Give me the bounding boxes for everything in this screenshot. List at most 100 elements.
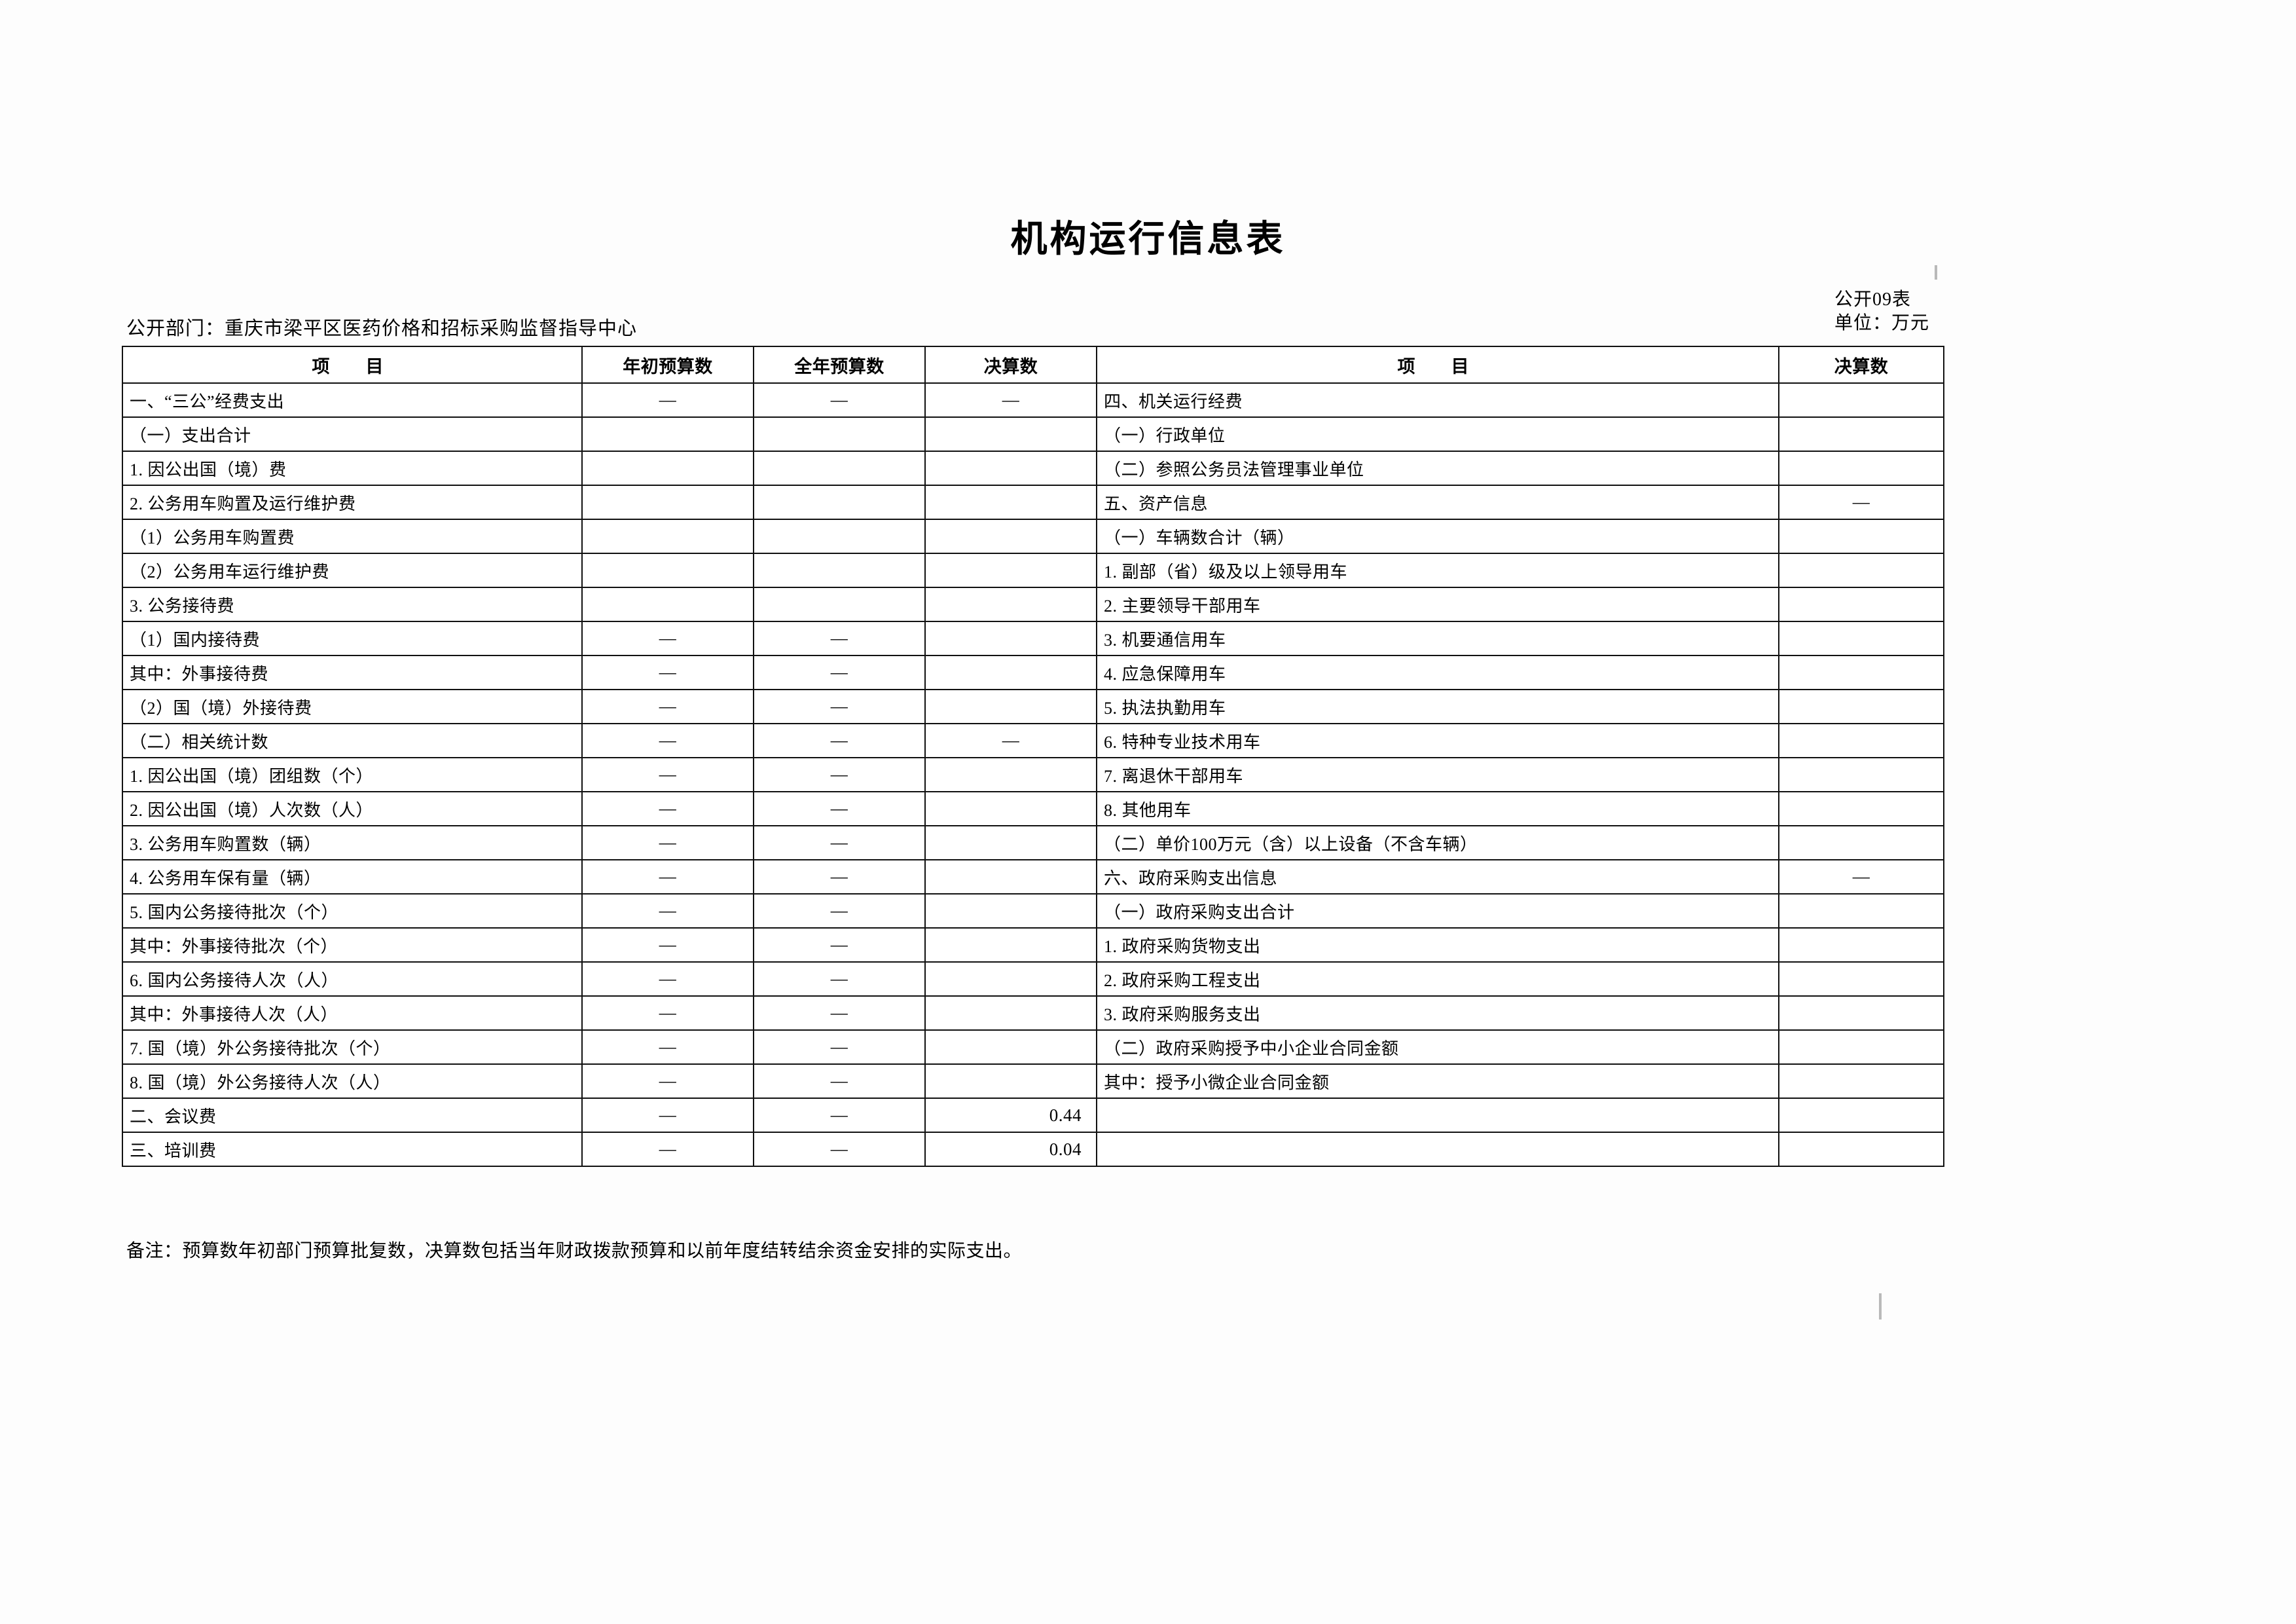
- header-final-account: 决算数: [924, 346, 1097, 384]
- left-year-value: —: [753, 621, 926, 656]
- right-final-value: —: [1778, 485, 1944, 520]
- table-row: （1）公务用车购置费 （一）车辆数合计（辆）: [122, 519, 1944, 554]
- left-year-value: —: [753, 1063, 926, 1099]
- table-head: 项 目 年初预算数 全年预算数 决算数 项 目 决算数: [122, 346, 1944, 384]
- left-item-label: （2）国（境）外接待费: [122, 689, 583, 724]
- table-row: 8. 国（境）外公务接待人次（人） — — 其中：授予小微企业合同金额: [122, 1063, 1944, 1099]
- form-code: 公开09表: [1834, 289, 1911, 310]
- left-final-value: [924, 927, 1097, 963]
- right-final-value: [1778, 1029, 1944, 1065]
- page-title: 机构运行信息表: [1010, 217, 1286, 261]
- right-item-label: 4. 应急保障用车: [1096, 655, 1779, 690]
- left-year-value: [753, 485, 926, 520]
- budget-table-wrapper: 项 目 年初预算数 全年预算数 决算数 项 目 决算数 一、“三公”经费支出 — —…: [122, 346, 1944, 1167]
- left-begin-value: —: [581, 382, 754, 418]
- left-begin-value: —: [581, 961, 754, 997]
- left-year-value: —: [753, 1029, 926, 1065]
- table-row: 三、培训费 — —0.04: [122, 1132, 1944, 1167]
- left-begin-value: —: [581, 655, 754, 690]
- right-item-label: 其中：授予小微企业合同金额: [1096, 1063, 1779, 1099]
- right-item-label: 2. 政府采购工程支出: [1096, 961, 1779, 997]
- left-year-value: [753, 451, 926, 486]
- table-row: 3. 公务接待费 2. 主要领导干部用车: [122, 587, 1944, 622]
- header-begin-budget: 年初预算数: [581, 346, 754, 384]
- right-final-value: [1778, 655, 1944, 690]
- right-item-label: （一）政府采购支出合计: [1096, 893, 1779, 929]
- left-item-label: 三、培训费: [122, 1132, 583, 1167]
- left-item-label: 5. 国内公务接待批次（个）: [122, 893, 583, 929]
- left-begin-value: —: [581, 791, 754, 826]
- left-item-label: 其中：外事接待批次（个）: [122, 927, 583, 963]
- header-year-budget: 全年预算数: [753, 346, 926, 384]
- left-year-value: —: [753, 961, 926, 997]
- left-year-value: —: [753, 995, 926, 1031]
- right-item-label: [1096, 1098, 1779, 1133]
- left-final-value: [924, 587, 1097, 622]
- left-begin-value: [581, 519, 754, 554]
- left-item-label: 6. 国内公务接待人次（人）: [122, 961, 583, 997]
- left-begin-value: —: [581, 859, 754, 895]
- right-item-label: （一）车辆数合计（辆）: [1096, 519, 1779, 554]
- table-row: 4. 公务用车保有量（辆） — — 六、政府采购支出信息 —: [122, 859, 1944, 895]
- right-item-label: 7. 离退休干部用车: [1096, 757, 1779, 792]
- left-begin-value: —: [581, 1132, 754, 1167]
- left-final-value: [924, 825, 1097, 860]
- right-item-label: 四、机关运行经费: [1096, 382, 1779, 418]
- scan-artifact-left: [1935, 265, 1937, 280]
- scan-artifact-right: [1879, 1293, 1882, 1320]
- table-row: 其中：外事接待人次（人） — —3. 政府采购服务支出: [122, 995, 1944, 1031]
- left-item-label: （2）公务用车运行维护费: [122, 553, 583, 588]
- left-item-label: （1）公务用车购置费: [122, 519, 583, 554]
- left-final-value: [924, 791, 1097, 826]
- left-final-value: [924, 519, 1097, 554]
- left-begin-value: —: [581, 825, 754, 860]
- right-final-value: [1778, 382, 1944, 418]
- left-item-label: 7. 国（境）外公务接待批次（个）: [122, 1029, 583, 1065]
- left-begin-value: —: [581, 893, 754, 929]
- right-final-value: [1778, 416, 1944, 452]
- left-year-value: [753, 553, 926, 588]
- left-begin-value: [581, 553, 754, 588]
- right-final-value: [1778, 927, 1944, 963]
- right-final-value: [1778, 1132, 1944, 1167]
- left-final-value: [924, 1063, 1097, 1099]
- table-row: 2. 因公出国（境）人次数（人） — —8. 其他用车: [122, 791, 1944, 826]
- right-item-label: 3. 机要通信用车: [1096, 621, 1779, 656]
- right-item-label: 1. 政府采购货物支出: [1096, 927, 1779, 963]
- table-row: 1. 因公出国（境）费 （二）参照公务员法管理事业单位: [122, 451, 1944, 486]
- table-row: 1. 因公出国（境）团组数（个） — —7. 离退休干部用车: [122, 757, 1944, 792]
- right-final-value: [1778, 553, 1944, 588]
- right-item-label: （一）行政单位: [1096, 416, 1779, 452]
- right-item-label: 5. 执法执勤用车: [1096, 689, 1779, 724]
- form-meta: 公开09表 单位：万元: [1834, 288, 1929, 335]
- left-final-value: 0.44: [924, 1098, 1097, 1133]
- left-begin-value: [581, 485, 754, 520]
- left-year-value: —: [753, 1098, 926, 1133]
- table-row: （二）相关统计数 — — —6. 特种专业技术用车: [122, 723, 1944, 758]
- right-final-value: [1778, 791, 1944, 826]
- table-row: 3. 公务用车购置数（辆） — — （二）单价100万元（含）以上设备（不含车辆）: [122, 825, 1944, 860]
- right-item-label: 1. 副部（省）级及以上领导用车: [1096, 553, 1779, 588]
- table-row: 2. 公务用车购置及运行维护费 五、资产信息 —: [122, 485, 1944, 520]
- table-row: 5. 国内公务接待批次（个） — — （一）政府采购支出合计: [122, 893, 1944, 929]
- left-final-value: —: [924, 723, 1097, 758]
- right-final-value: [1778, 825, 1944, 860]
- left-begin-value: [581, 416, 754, 452]
- left-begin-value: —: [581, 621, 754, 656]
- right-item-label: 6. 特种专业技术用车: [1096, 723, 1779, 758]
- left-item-label: 2. 公务用车购置及运行维护费: [122, 485, 583, 520]
- left-begin-value: —: [581, 1063, 754, 1099]
- right-item-label: （二）政府采购授予中小企业合同金额: [1096, 1029, 1779, 1065]
- unit-label: 单位：万元: [1834, 313, 1929, 333]
- left-item-label: 3. 公务接待费: [122, 587, 583, 622]
- table-body: 一、“三公”经费支出 — — — 四、机关运行经费 （一）支出合计 （一）行政单位 1. 因公…: [122, 382, 1944, 1167]
- right-final-value: [1778, 961, 1944, 997]
- table-row: 一、“三公”经费支出 — — — 四、机关运行经费: [122, 382, 1944, 418]
- right-item-label: 2. 主要领导干部用车: [1096, 587, 1779, 622]
- left-item-label: 2. 因公出国（境）人次数（人）: [122, 791, 583, 826]
- right-final-value: [1778, 1098, 1944, 1133]
- left-year-value: [753, 416, 926, 452]
- left-final-value: [924, 416, 1097, 452]
- left-year-value: —: [753, 757, 926, 792]
